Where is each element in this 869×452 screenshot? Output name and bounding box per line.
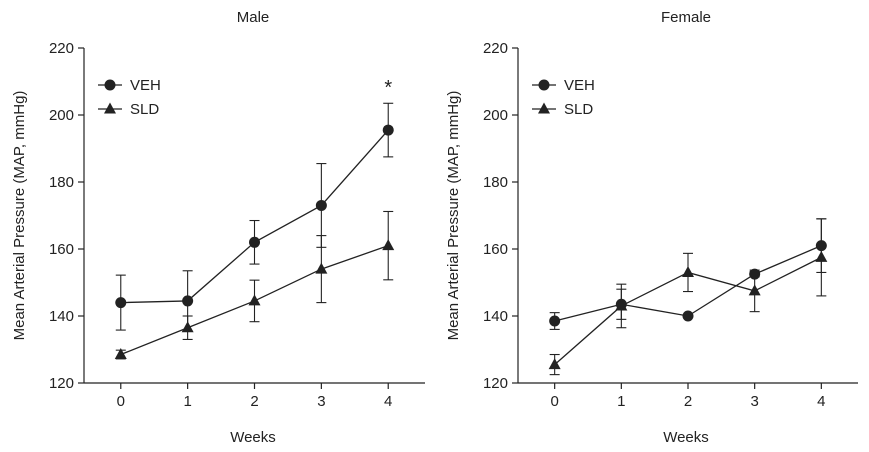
y-tick-label: 140 xyxy=(483,308,508,325)
legend-marker xyxy=(104,79,116,91)
data-point xyxy=(815,250,828,262)
legend-marker xyxy=(538,79,550,91)
x-tick-label: 0 xyxy=(550,393,558,410)
data-point xyxy=(382,239,395,251)
y-tick-label: 200 xyxy=(483,107,508,124)
x-tick-label: 3 xyxy=(317,393,325,410)
data-point xyxy=(682,310,694,322)
y-tick-label: 120 xyxy=(49,375,74,392)
x-axis-label: Weeks xyxy=(230,429,276,446)
chart-title: Male xyxy=(237,9,270,26)
data-point xyxy=(248,294,261,306)
x-tick-label: 2 xyxy=(250,393,258,410)
data-point xyxy=(114,348,127,360)
y-tick-label: 160 xyxy=(483,241,508,258)
legend-label: VEH xyxy=(130,77,161,94)
series-SLD xyxy=(114,210,395,360)
data-point xyxy=(181,321,194,333)
y-tick-label: 120 xyxy=(483,375,508,392)
legend-label: VEH xyxy=(564,77,595,94)
y-axis-label: Mean Arterial Pressure (MAP, mmHg) xyxy=(445,91,462,341)
series-line xyxy=(120,129,389,304)
chart-panel-0: Male 120 140 160 180 200 220 0 1 2 3 4 Weeks Mean Art… xyxy=(11,9,425,446)
y-tick-label: 180 xyxy=(483,174,508,191)
legend-marker xyxy=(538,102,550,114)
legend: VEH SLD xyxy=(532,77,595,118)
x-tick-label: 3 xyxy=(750,393,758,410)
significance-marker: * xyxy=(384,77,392,99)
y-tick-label: 220 xyxy=(483,40,508,57)
legend-label: SLD xyxy=(130,101,159,118)
data-point xyxy=(115,297,127,309)
x-tick-label: 4 xyxy=(384,393,392,410)
data-point xyxy=(182,295,194,307)
y-tick-label: 200 xyxy=(49,107,74,124)
legend-marker xyxy=(104,102,116,114)
y-tick-label: 220 xyxy=(49,40,74,57)
chart-panel-1: Female 120 140 160 180 200 220 0 1 2 3 4 Weeks Mean A… xyxy=(445,9,858,446)
data-point xyxy=(382,124,394,136)
data-point xyxy=(549,315,561,327)
chart-title: Female xyxy=(661,9,711,26)
data-point xyxy=(682,265,694,277)
legend: VEH SLD xyxy=(98,77,161,118)
x-tick-label: 4 xyxy=(817,393,825,410)
x-tick-label: 2 xyxy=(684,393,692,410)
data-point xyxy=(615,299,628,311)
x-tick-label: 1 xyxy=(183,393,191,410)
x-tick-label: 1 xyxy=(617,393,625,410)
data-point xyxy=(748,284,761,296)
legend-label: SLD xyxy=(564,101,593,118)
y-tick-label: 140 xyxy=(49,308,74,325)
y-tick-label: 180 xyxy=(49,174,74,191)
x-axis-label: Weeks xyxy=(663,429,709,446)
y-tick-label: 160 xyxy=(49,241,74,258)
data-point xyxy=(249,236,260,248)
series-SLD xyxy=(548,218,828,376)
data-point xyxy=(315,262,328,274)
y-axis-label: Mean Arterial Pressure (MAP, mmHg) xyxy=(11,91,28,341)
series-VEH xyxy=(115,102,394,332)
data-point xyxy=(548,358,561,370)
x-tick-label: 0 xyxy=(117,393,125,410)
data-point xyxy=(315,199,327,211)
